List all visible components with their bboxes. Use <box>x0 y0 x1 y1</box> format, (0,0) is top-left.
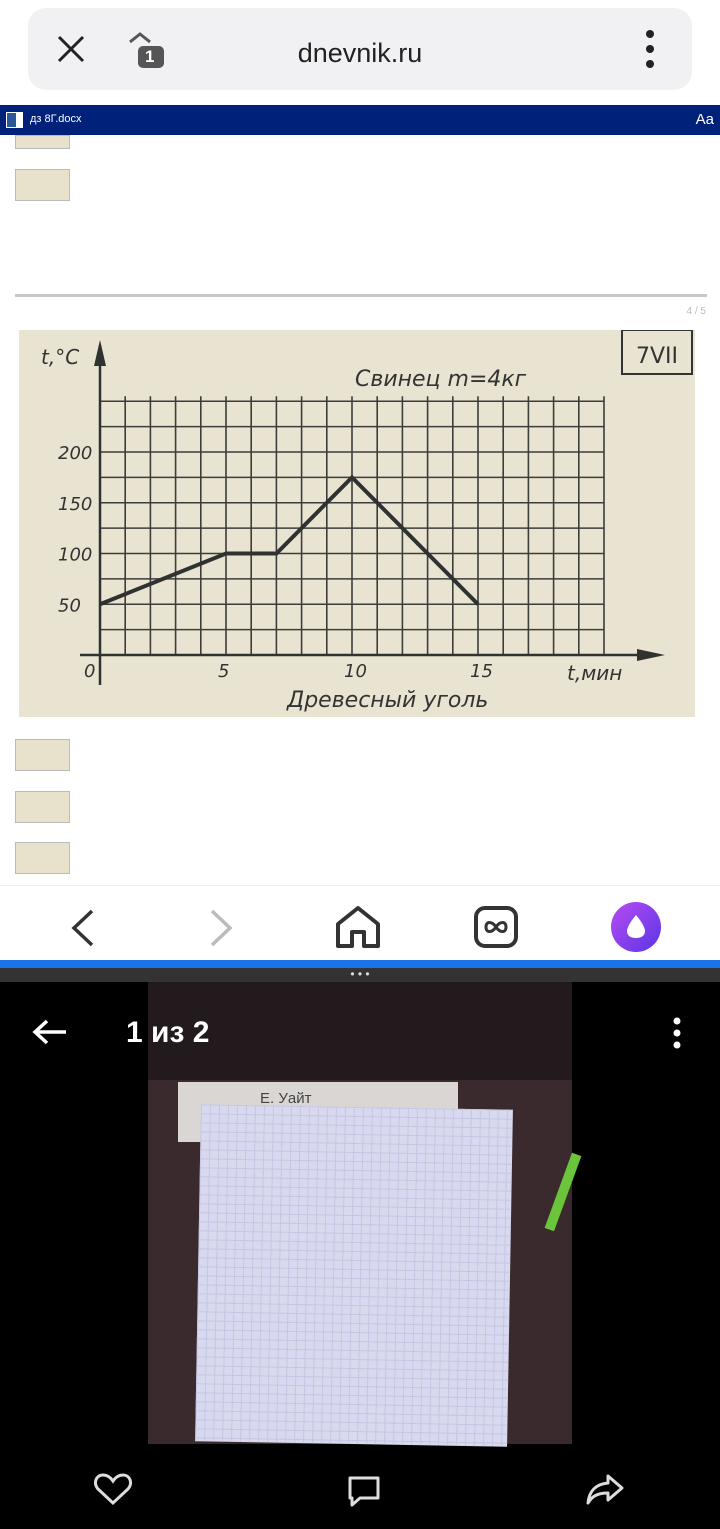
y-tick-label: 100 <box>58 545 92 566</box>
x-axis-arrow <box>637 649 665 661</box>
x-tick-label: 15 <box>470 661 493 682</box>
url-text[interactable]: dnevnik.ru <box>297 38 423 68</box>
page-divider <box>15 294 707 297</box>
chart-image: Свинец m=4кг Древесный уголь t,°C t,мин … <box>19 329 695 717</box>
notebook-page <box>195 1104 513 1447</box>
back-icon[interactable] <box>68 908 98 948</box>
chart-svg: Свинец m=4кг Древесный уголь t,°C t,мин … <box>41 329 693 713</box>
tabs-button[interactable]: 1 <box>126 30 166 70</box>
chart-subtitle: Древесный уголь <box>286 688 488 713</box>
image-thumbnail[interactable] <box>15 739 70 771</box>
book-author: Е. Уайт <box>260 1090 312 1107</box>
figure-badge: 7VII <box>636 344 678 369</box>
photo-viewer: Е. Уайт 1 из 2 <box>0 982 720 1529</box>
tab-count: 1 <box>145 47 155 66</box>
image-thumbnail[interactable] <box>15 169 70 201</box>
image-thumbnail[interactable] <box>15 791 70 823</box>
document-filename: дз 8Г.docx <box>30 113 82 125</box>
browser-bottom-nav <box>0 885 720 961</box>
x-tick-label: 5 <box>218 661 229 682</box>
x-tick-label: 10 <box>344 661 367 682</box>
close-icon[interactable] <box>56 34 86 64</box>
pen <box>544 1152 582 1232</box>
y-tick-label: 50 <box>58 595 81 616</box>
photo[interactable]: Е. Уайт <box>148 982 582 1447</box>
image-thumbnail[interactable] <box>15 842 70 874</box>
word-icon <box>6 112 23 128</box>
x-tick-label: 0 <box>84 661 95 682</box>
tabs-icon <box>129 32 164 68</box>
y-tick-label: 150 <box>58 494 92 515</box>
image-thumbnail[interactable] <box>15 135 70 149</box>
photo-counter: 1 из 2 <box>126 1016 210 1049</box>
comment-icon[interactable] <box>346 1474 382 1508</box>
y-axis-label: t,°C <box>41 345 79 369</box>
x-axis-label: t,мин <box>567 661 622 685</box>
y-axis-arrow <box>94 340 106 366</box>
font-size-button[interactable]: Aa <box>695 111 714 128</box>
page-indicator: 4 / 5 <box>686 306 706 317</box>
data-line <box>99 474 480 607</box>
share-icon[interactable] <box>585 1472 625 1506</box>
split-screen-handle[interactable]: • • • <box>0 968 720 982</box>
document-header: дз 8Г.docx Aa <box>0 105 720 135</box>
chart-title: Свинец m=4кг <box>355 367 527 392</box>
y-tick-label: 200 <box>58 443 92 464</box>
heart-icon[interactable] <box>93 1472 133 1506</box>
forward-icon[interactable] <box>206 908 236 948</box>
home-icon[interactable] <box>334 904 382 950</box>
divider-bar <box>0 960 720 968</box>
arrow-back-icon[interactable] <box>32 1018 68 1046</box>
address-bar[interactable]: 1 dnevnik.ru <box>28 8 692 90</box>
more-vertical-icon[interactable] <box>642 28 658 70</box>
alice-assistant-icon[interactable] <box>611 902 661 952</box>
more-vertical-icon[interactable] <box>670 1016 684 1050</box>
tabs-infinity-icon[interactable] <box>474 906 518 948</box>
